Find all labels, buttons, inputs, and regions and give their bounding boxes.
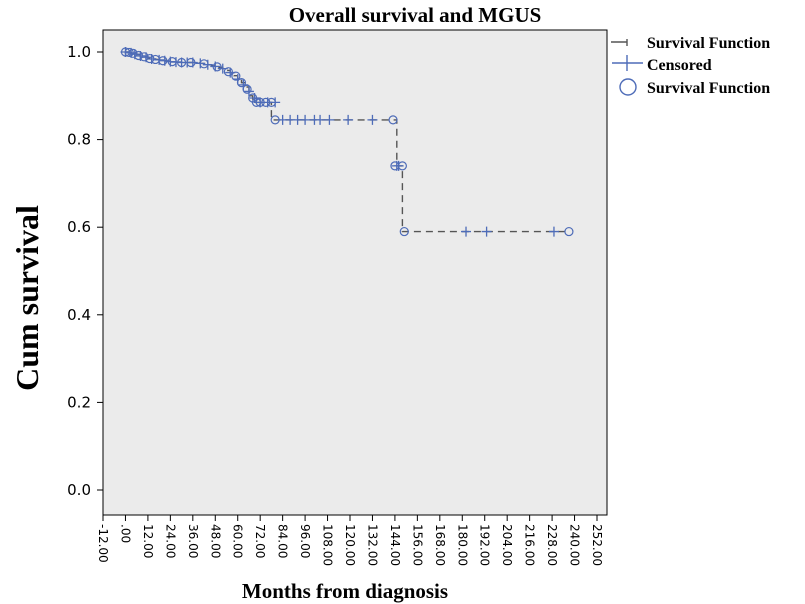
legend-circle-icon: [619, 78, 637, 96]
x-tick-label: 24.00: [163, 524, 177, 558]
survival-marker: [199, 59, 209, 69]
legend-label-survival-function: Survival Function: [647, 35, 770, 52]
plot-area: [102, 29, 608, 516]
survival-marker: [139, 52, 149, 62]
x-tick-label: 204.00: [500, 524, 514, 566]
legend-item-survival-line: Survival Function: [611, 35, 770, 52]
y-tick-label: 0.0: [67, 481, 91, 499]
x-tick-label: 252.00: [590, 524, 604, 566]
survival-marker: [167, 57, 177, 67]
legend-plus-icon: [612, 55, 643, 71]
x-tick-label: 216.00: [523, 524, 537, 566]
survival-marker: [128, 48, 138, 58]
survival-marker: [158, 56, 168, 66]
legend-item-survival-marker: Survival Function: [619, 78, 770, 97]
x-tick-label: 132.00: [365, 524, 379, 566]
survival-marker: [242, 84, 252, 94]
survival-marker: [176, 57, 187, 68]
x-tick-label: 36.00: [186, 524, 200, 558]
x-tick-label: 120.00: [343, 524, 357, 566]
x-tick-label: 72.00: [253, 524, 267, 558]
censored-marker: [243, 86, 254, 97]
survival-marker: [266, 97, 277, 107]
x-tick-label: 192.00: [478, 524, 492, 566]
survival-marker: [133, 50, 144, 61]
survival-marker: [251, 97, 262, 107]
survival-marker: [388, 115, 398, 125]
y-tick-label: 1.0: [67, 43, 91, 61]
survival-function-markers: [120, 47, 574, 237]
survival-marker: [124, 47, 134, 58]
censored-marker: [343, 114, 354, 125]
x-tick-label: 180.00: [455, 524, 469, 566]
censored-marker: [315, 114, 326, 125]
survival-marker: [231, 71, 241, 81]
legend-dashed-step-icon: [611, 39, 628, 46]
chart-title: Overall survival and MGUS: [289, 3, 542, 27]
x-tick-label: 144.00: [388, 524, 402, 566]
survival-marker: [212, 62, 222, 72]
x-axis-ticks: -12.00 .00 12.00 24.00 36.00 48.00 60.00 72.00 8…: [96, 515, 604, 566]
x-tick-label: 228.00: [545, 524, 559, 566]
x-tick-label: 48.00: [208, 524, 222, 558]
censored-marker: [324, 114, 335, 125]
x-tick-label: -12.00: [96, 524, 110, 563]
survival-marker: [270, 115, 280, 125]
censored-marker: [300, 114, 311, 125]
x-tick-label: .00: [118, 524, 132, 543]
y-tick-label: 0.2: [67, 393, 91, 411]
x-tick-label: 84.00: [276, 524, 290, 558]
x-axis-label: Months from diagnosis: [242, 579, 448, 603]
x-tick-label: 60.00: [231, 524, 245, 558]
legend-label-censored: Censored: [647, 57, 712, 74]
y-axis-label: Cum survival: [9, 205, 45, 391]
survival-marker: [564, 226, 574, 237]
legend-item-censored: Censored: [612, 55, 712, 74]
survival-marker: [399, 226, 409, 237]
legend: Survival Function Censored Survival Func…: [611, 35, 770, 97]
x-tick-label: 108.00: [321, 524, 335, 566]
censored-marker: [367, 114, 378, 125]
x-tick-label: 156.00: [410, 524, 424, 566]
x-tick-label: 168.00: [433, 524, 447, 566]
censored-marker: [481, 226, 492, 237]
y-axis-ticks: 0.0 0.2 0.4 0.6 0.8 1.0: [67, 43, 103, 499]
survival-marker: [255, 97, 265, 107]
censored-marker: [461, 226, 472, 237]
legend-label-survival-function-marker: Survival Function: [647, 80, 770, 97]
survival-marker: [145, 53, 155, 64]
y-tick-label: 0.8: [67, 131, 91, 149]
y-tick-label: 0.6: [67, 218, 91, 236]
x-tick-label: 12.00: [141, 524, 155, 558]
survival-marker: [397, 161, 407, 171]
censored-marker: [548, 226, 559, 237]
y-tick-label: 0.4: [67, 306, 91, 324]
survival-marker: [186, 57, 196, 68]
survival-marker: [223, 67, 233, 77]
survival-marker: [261, 97, 271, 107]
x-tick-label: 240.00: [568, 524, 582, 566]
survival-marker: [236, 78, 247, 88]
x-tick-label: 96.00: [298, 524, 312, 558]
